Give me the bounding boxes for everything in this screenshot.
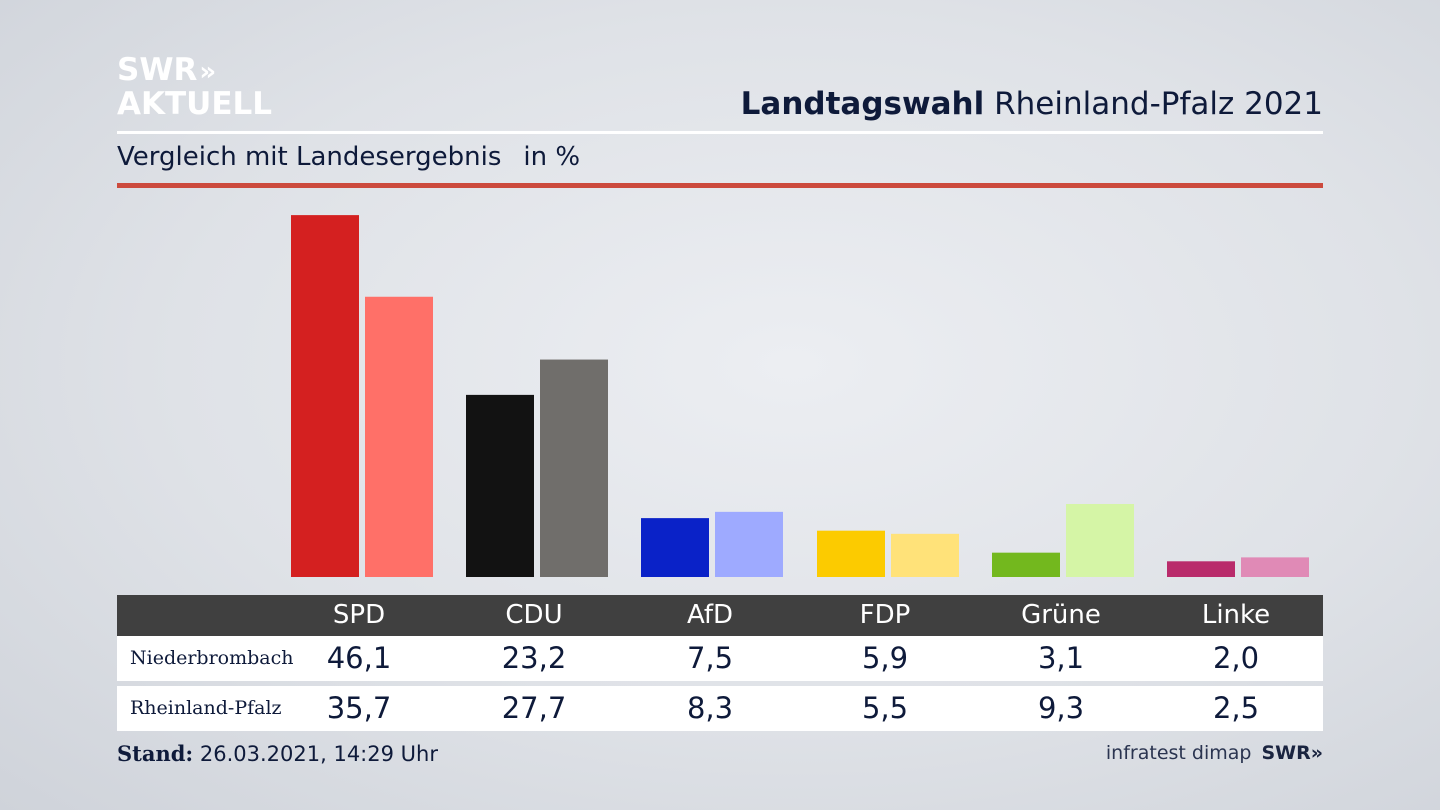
accent-rule <box>117 183 1323 188</box>
title-rest: Rheinland-Pfalz 2021 <box>994 86 1323 122</box>
bar-grne-rheinland-pfalz <box>1066 503 1134 577</box>
column-header: Grüne <box>1021 600 1101 630</box>
bar-cdu-rheinland-pfalz <box>540 359 608 577</box>
bar-fdp-niederbrombach <box>817 530 885 577</box>
title-bold: Landtagswahl <box>740 86 985 122</box>
timestamp: Stand: 26.03.2021, 14:29 Uhr <box>117 741 438 766</box>
subtitle-text: Vergleich mit Landesergebnis <box>117 142 502 172</box>
title-divider <box>117 131 1323 134</box>
table-header: SPD CDU AfD FDP Grüne Linke <box>117 595 1323 636</box>
bar-linke-niederbrombach <box>1167 561 1235 577</box>
row-label: Rheinland-Pfalz <box>130 697 282 719</box>
table-cell: 8,3 <box>686 691 734 725</box>
bar-spd-rheinland-pfalz <box>365 296 433 577</box>
results-table: SPD CDU AfD FDP Grüne Linke Niederbrombach 46… <box>117 595 1323 731</box>
table-cell: 2,0 <box>1212 641 1260 675</box>
source-name: infratest dimap <box>1105 742 1252 764</box>
bar-afd-niederbrombach <box>641 518 709 577</box>
bar-fdp-rheinland-pfalz <box>891 533 959 577</box>
column-header: AfD <box>686 600 734 630</box>
bar-grne-niederbrombach <box>992 552 1060 577</box>
chart-subtitle: Vergleich mit Landesergebnis in % <box>117 142 580 172</box>
table-row: Niederbrombach 46,1 23,2 7,5 5,9 3,1 2,0 <box>117 636 1323 681</box>
source-credit: infratest dimap SWR» <box>1106 742 1323 764</box>
table-cell: 7,5 <box>686 641 734 675</box>
swr-aktuell-logo: SWR» AKTUELL <box>117 52 273 122</box>
table-cell: 27,7 <box>501 691 567 725</box>
table-cell: 35,7 <box>326 691 392 725</box>
table-cell: 3,1 <box>1037 641 1085 675</box>
stand-label: Stand: <box>117 741 194 766</box>
row-label: Niederbrombach <box>130 647 294 669</box>
table-cell: 5,5 <box>861 691 909 725</box>
stand-value: 26.03.2021, 14:29 Uhr <box>199 742 438 766</box>
swr-logo: SWR» <box>1261 742 1323 764</box>
page-title: Landtagswahl Rheinland-Pfalz 2021 <box>741 86 1323 122</box>
table-cell: 5,9 <box>861 641 909 675</box>
column-header: Linke <box>1201 600 1271 630</box>
table-row: Rheinland-Pfalz 35,7 27,7 8,3 5,5 9,3 2,5 <box>117 686 1323 731</box>
column-header: SPD <box>332 600 386 630</box>
table-cell: 23,2 <box>501 641 567 675</box>
table-cell: 9,3 <box>1037 691 1085 725</box>
column-header: CDU <box>505 600 563 630</box>
subtitle-unit: in % <box>523 142 581 172</box>
bar-linke-rheinland-pfalz <box>1241 557 1309 577</box>
column-header: FDP <box>859 600 911 630</box>
bar-afd-rheinland-pfalz <box>715 511 783 577</box>
bar-spd-niederbrombach <box>291 215 359 578</box>
table-cell: 2,5 <box>1212 691 1260 725</box>
table-cell: 46,1 <box>326 641 392 675</box>
bar-cdu-niederbrombach <box>466 394 534 577</box>
